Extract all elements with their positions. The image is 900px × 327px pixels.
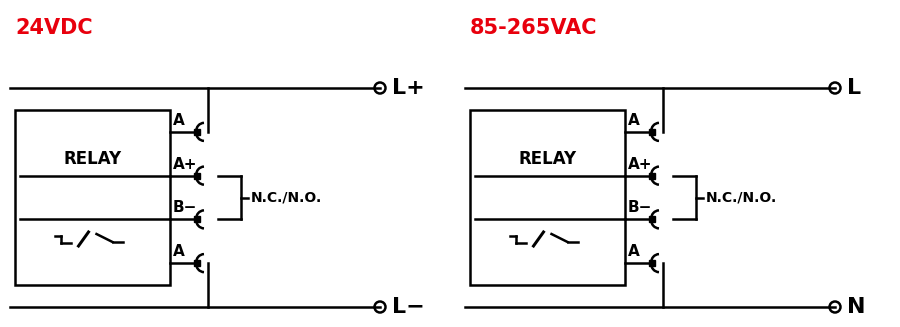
Text: L: L [847, 78, 861, 98]
Text: A+: A+ [628, 157, 652, 172]
Text: RELAY: RELAY [63, 150, 122, 168]
Text: N: N [847, 297, 866, 317]
Text: 85-265VAC: 85-265VAC [470, 18, 598, 38]
Text: RELAY: RELAY [518, 150, 577, 168]
Bar [649, 129, 655, 135]
Text: 24VDC: 24VDC [15, 18, 93, 38]
Text: B−: B− [628, 200, 652, 215]
Text: N.C./N.O.: N.C./N.O. [706, 191, 778, 204]
Bar [194, 129, 200, 135]
Bar [649, 173, 655, 179]
Text: A: A [173, 113, 184, 128]
Bar [194, 260, 200, 266]
Bar [649, 260, 655, 266]
Bar [15, 110, 170, 285]
Text: L+: L+ [392, 78, 425, 98]
Bar [649, 216, 655, 222]
Text: A: A [628, 113, 640, 128]
Bar [470, 110, 625, 285]
Bar [194, 173, 200, 179]
Text: A+: A+ [173, 157, 197, 172]
Text: L−: L− [392, 297, 425, 317]
Text: A: A [173, 244, 184, 259]
Text: B−: B− [173, 200, 197, 215]
Bar [194, 216, 200, 222]
Text: N.C./N.O.: N.C./N.O. [251, 191, 322, 204]
Text: A: A [628, 244, 640, 259]
